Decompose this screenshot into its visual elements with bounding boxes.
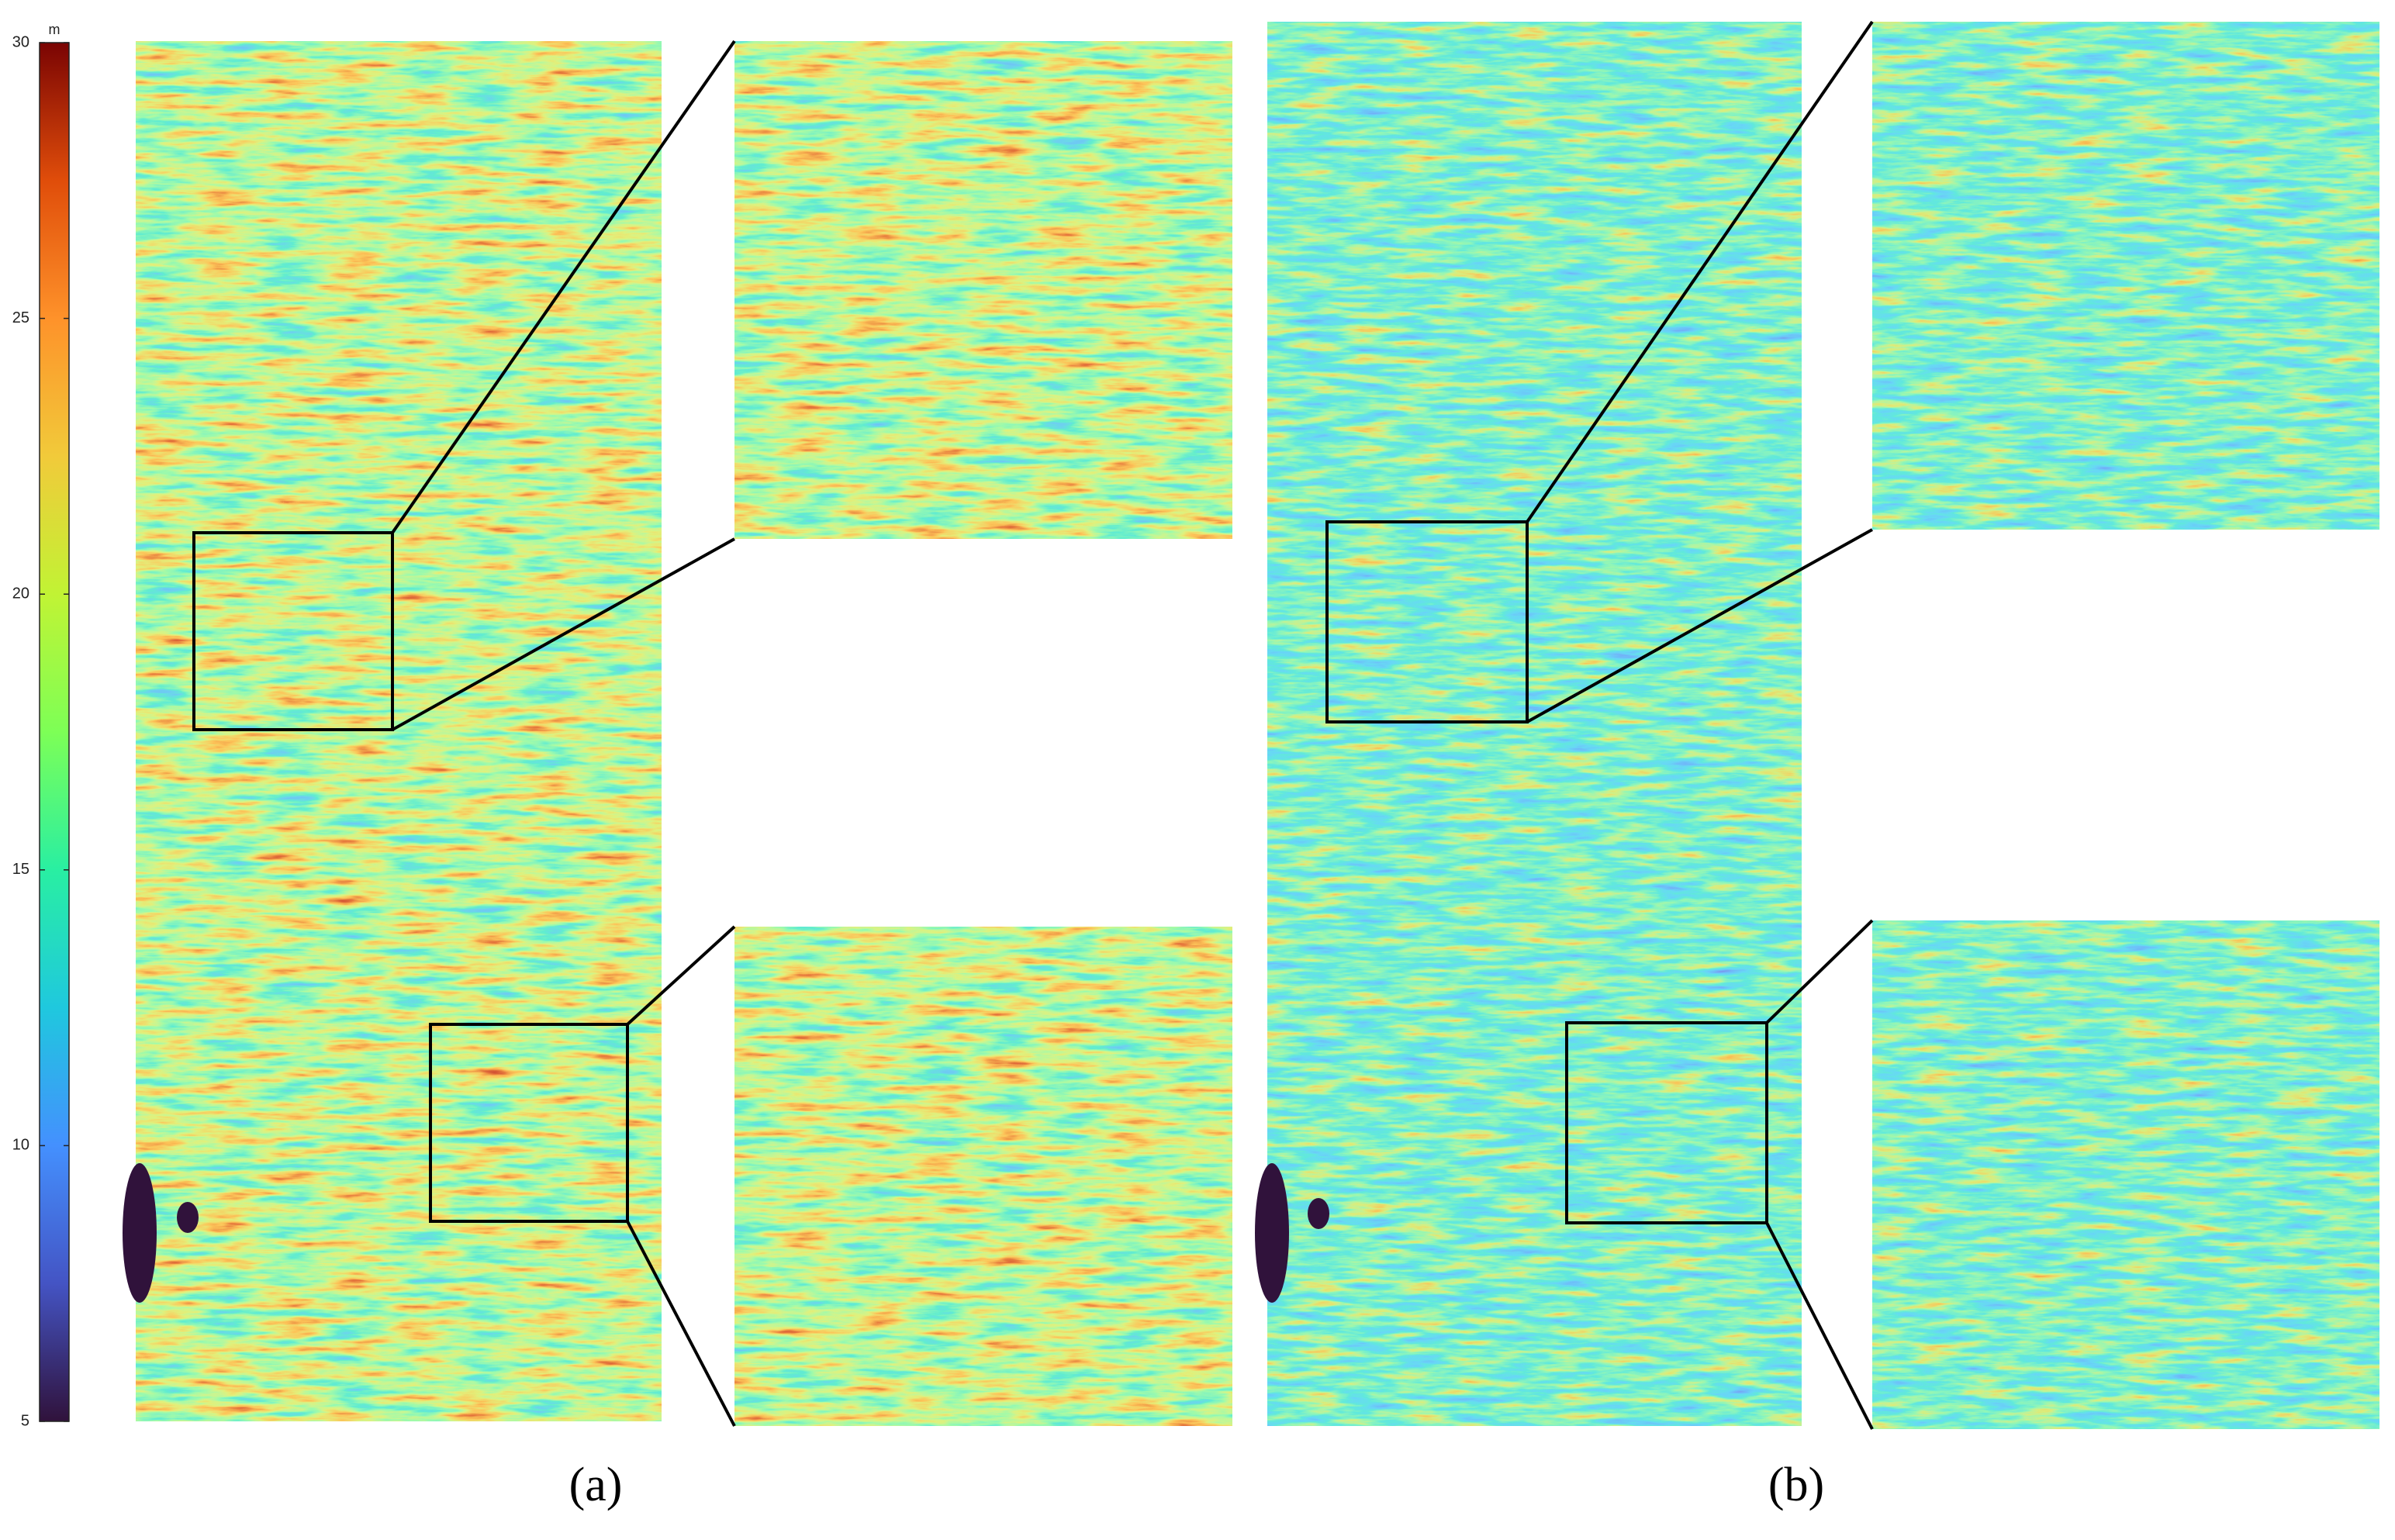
colorbar-tick-label: 10	[12, 1137, 29, 1154]
dark-region	[1308, 1198, 1329, 1229]
inset-top-a	[734, 41, 1232, 539]
inset-bottom-a	[734, 927, 1232, 1426]
colorbar	[39, 42, 70, 1422]
colorbar-ticks: 5 10 15 20 25 30	[12, 33, 69, 1429]
panel-label: (a)	[569, 1459, 623, 1511]
colorbar-tick-label: 30	[12, 33, 29, 50]
colorbar-unit: m	[49, 22, 60, 37]
panel-label: (b)	[1768, 1459, 1824, 1511]
inset-bottom-b	[1872, 920, 2379, 1429]
colorbar-tick-label: 25	[12, 309, 29, 326]
inset-top-b	[1872, 22, 2379, 530]
zoom-indicators	[1325, 20, 1874, 1430]
dark-region	[177, 1202, 199, 1233]
dark-region	[123, 1163, 157, 1303]
main-map-b	[1267, 22, 1802, 1426]
dark-region	[1255, 1163, 1289, 1303]
zoom-indicators	[192, 40, 736, 1427]
colorbar-tick-label: 15	[12, 861, 29, 878]
colorbar-tick-label: 20	[12, 585, 29, 602]
colorbar-tick-label: 5	[21, 1412, 29, 1429]
